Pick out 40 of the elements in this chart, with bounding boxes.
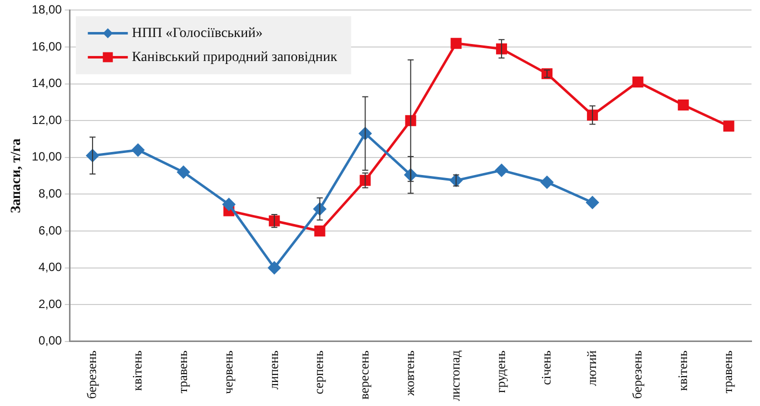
x-tick-label: січень [538, 350, 554, 386]
point [678, 99, 689, 110]
x-tick-label: липень [266, 350, 281, 390]
y-tick-label: 10,00 [32, 150, 62, 164]
point [450, 38, 462, 49]
y-axis-title: Запаси, т/га [9, 138, 24, 214]
y-tick-label: 8,00 [38, 186, 62, 201]
point [268, 262, 281, 274]
point [177, 166, 190, 178]
point [314, 226, 326, 237]
x-tick-label: грудень [492, 350, 508, 394]
x-tick-label: серпень [311, 350, 326, 394]
y-tick-label: 4,00 [38, 260, 62, 274]
point [540, 176, 554, 189]
x-tick-label: травень [720, 350, 736, 394]
x-tick-label: квітень [129, 350, 144, 391]
x-tick-label: квітень [674, 350, 690, 391]
x-tick-label: березень [84, 350, 99, 399]
y-tick-label: 6,00 [38, 223, 62, 238]
x-tick-label: вересень [356, 350, 372, 400]
point [222, 198, 236, 211]
y-tick-label: 16,00 [32, 39, 62, 54]
x-tick-label: травень [174, 350, 190, 394]
x-tick-label: жовтень [402, 350, 418, 397]
legend-label: Канівський природний заповідник [132, 50, 338, 65]
y-tick-label: 2,00 [38, 296, 62, 311]
x-tick-label: лютий [584, 350, 599, 386]
y-tick-label: 18,00 [32, 2, 62, 17]
y-tick-label: 12,00 [32, 112, 62, 127]
point [586, 196, 599, 209]
x-tick-label: червень [220, 350, 236, 394]
legend-label: НПП «Голосіївський» [132, 26, 263, 41]
y-tick-label: 0,00 [38, 334, 62, 348]
point [632, 76, 644, 88]
point [132, 144, 144, 156]
point [723, 120, 734, 132]
y-tick-label: 14,00 [32, 76, 62, 90]
x-tick-label: березень [629, 350, 644, 399]
x-tick-label: листопад [448, 350, 463, 402]
point [495, 164, 508, 177]
